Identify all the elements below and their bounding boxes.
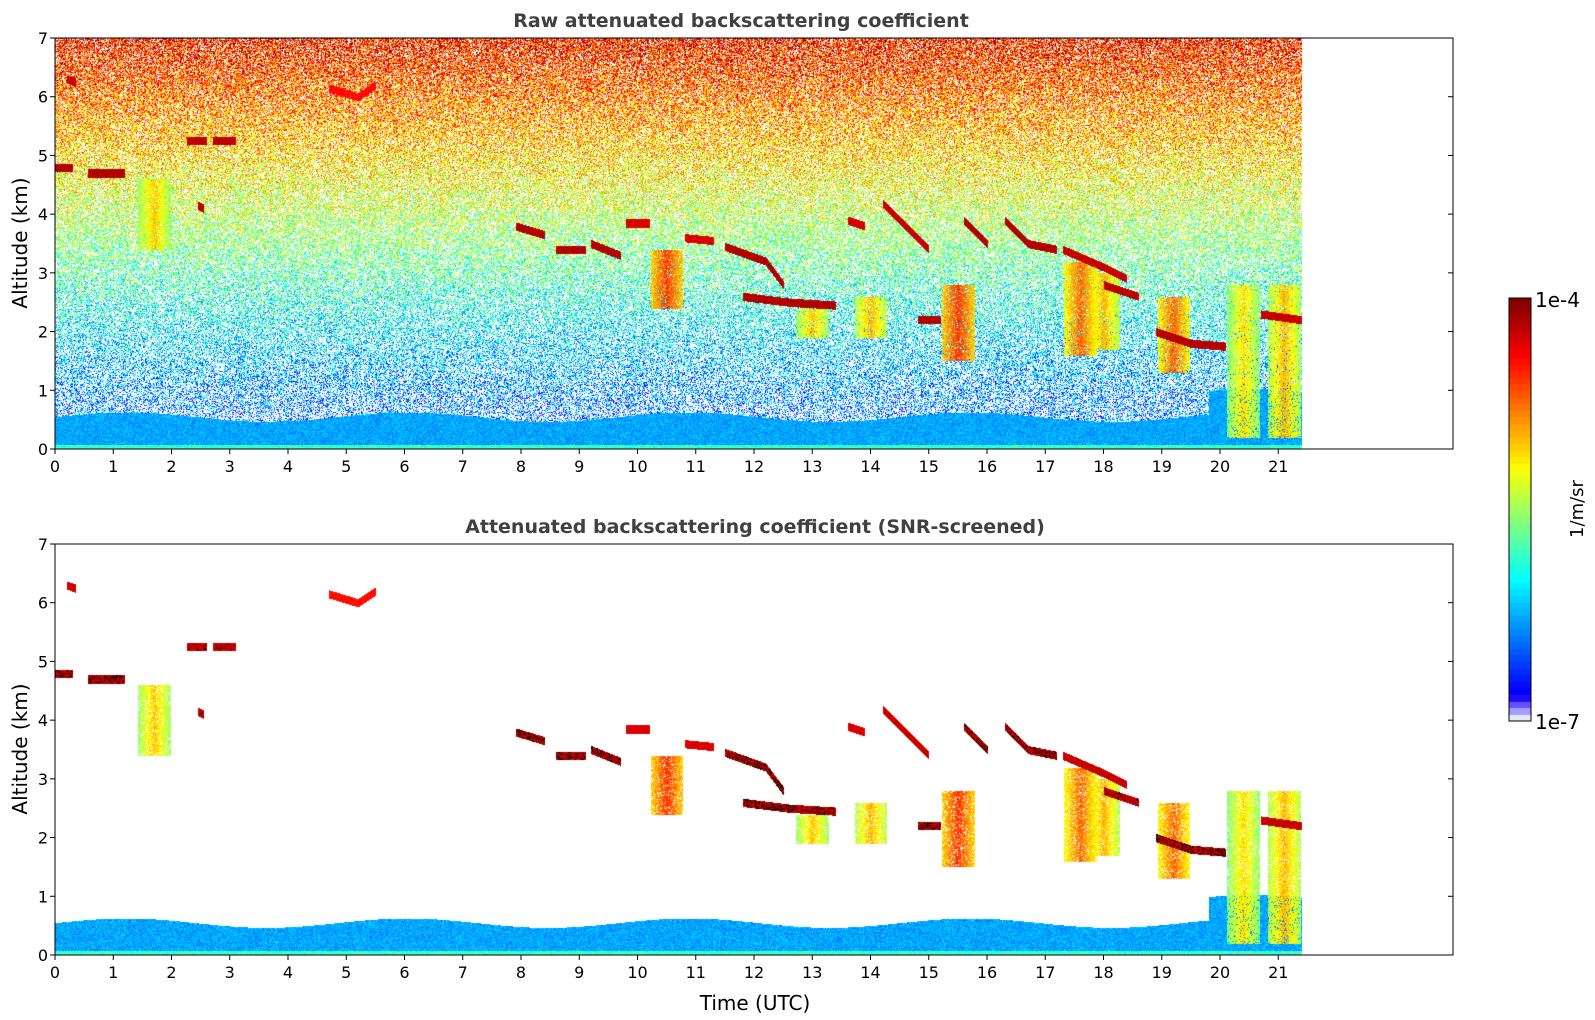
y-tick-label: 1 [38,887,48,906]
x-tick-label: 21 [1268,457,1288,476]
x-tick-label: 3 [225,457,235,476]
colorbar-unit-label: 1/m/sr [1567,479,1588,537]
colorbar: 1e-4 1e-7 1/m/sr [1508,288,1588,734]
y-tick-label: 6 [38,594,48,613]
x-tick-label: 12 [744,963,764,982]
y-tick-label: 5 [38,146,48,165]
x-tick-label: 2 [166,963,176,982]
x-tick-label: 5 [341,457,351,476]
panel-screened-axes: 0 1 2 3 4 5 6 7 8 9 10 11 12 13 14 15 16 17 18 19 20 21012345… [38,535,1453,982]
x-tick-label: 1 [108,963,118,982]
x-tick-label: 3 [225,963,235,982]
panel-screened-ylabel: Altitude (km) [8,683,32,814]
x-tick-label: 20 [1210,963,1230,982]
y-tick-label: 0 [38,440,48,459]
y-tick-label: 2 [38,323,48,342]
y-tick-label: 0 [38,946,48,965]
y-tick-label: 3 [38,264,48,283]
x-tick-label: 15 [919,963,939,982]
colorbar-max-label: 1e-4 [1535,288,1580,312]
x-tick-label: 7 [458,457,468,476]
x-tick-label: 1 [108,457,118,476]
panel-screened: Attenuated backscattering coefficient (S… [8,516,1454,1015]
x-tick-label: 6 [399,457,409,476]
x-tick-label: 8 [516,963,526,982]
x-tick-label: 19 [1152,457,1172,476]
y-tick-label: 4 [38,711,48,730]
panel-raw-heatmap [55,38,1307,449]
x-tick-label: 15 [919,457,939,476]
x-tick-label: 7 [458,963,468,982]
x-tick-label: 13 [802,457,822,476]
x-tick-label: 12 [744,457,764,476]
y-tick-label: 3 [38,770,48,789]
y-tick-label: 5 [38,652,48,671]
x-tick-label: 0 [50,963,60,982]
x-tick-label: 17 [1035,963,1055,982]
y-tick-label: 4 [38,205,48,224]
x-tick-label: 4 [283,457,293,476]
panel-screened-heatmap-container [55,544,1307,955]
colorbar-gradient-container [1509,298,1531,721]
y-tick-label: 7 [38,535,48,554]
x-tick-label: 14 [860,963,880,982]
x-tick-label: 10 [627,457,647,476]
x-tick-label: 17 [1035,457,1055,476]
y-tick-label: 1 [38,381,48,400]
x-tick-label: 16 [977,963,997,982]
panel-raw-ylabel: Altitude (km) [8,177,32,308]
panel-raw: Raw attenuated backscattering coefficien… [8,10,1454,476]
x-tick-label: 11 [686,457,706,476]
x-tick-label: 18 [1093,963,1113,982]
panel-screened-xlabel: Time (UTC) [699,991,811,1015]
y-tick-label: 2 [38,829,48,848]
x-tick-label: 20 [1210,457,1230,476]
x-tick-label: 10 [627,963,647,982]
x-tick-label: 4 [283,963,293,982]
colorbar-min-label: 1e-7 [1535,710,1580,734]
x-tick-label: 11 [686,963,706,982]
colorbar-frame [1508,297,1532,722]
x-tick-label: 9 [574,963,584,982]
x-tick-label: 8 [516,457,526,476]
x-tick-label: 9 [574,457,584,476]
x-tick-label: 2 [166,457,176,476]
x-tick-label: 19 [1152,963,1172,982]
panel-raw-title: Raw attenuated backscattering coefficien… [513,10,969,32]
panel-raw-heatmap-container [55,38,1307,449]
x-tick-label: 5 [341,963,351,982]
y-tick-label: 7 [38,29,48,48]
x-tick-label: 6 [399,963,409,982]
y-tick-label: 6 [38,88,48,107]
panel-raw-axes: 0 1 2 3 4 5 6 7 8 9 10 11 12 13 14 15 16 17 18 19 20 21012345… [38,29,1453,476]
panel-screened-title: Attenuated backscattering coefficient (S… [465,516,1045,538]
x-tick-label: 14 [860,457,880,476]
x-tick-label: 21 [1268,963,1288,982]
colorbar-gradient [1509,298,1531,721]
x-tick-label: 0 [50,457,60,476]
x-tick-label: 18 [1093,457,1113,476]
panel-screened-heatmap [55,544,1307,955]
x-tick-label: 16 [977,457,997,476]
x-tick-label: 13 [802,963,822,982]
